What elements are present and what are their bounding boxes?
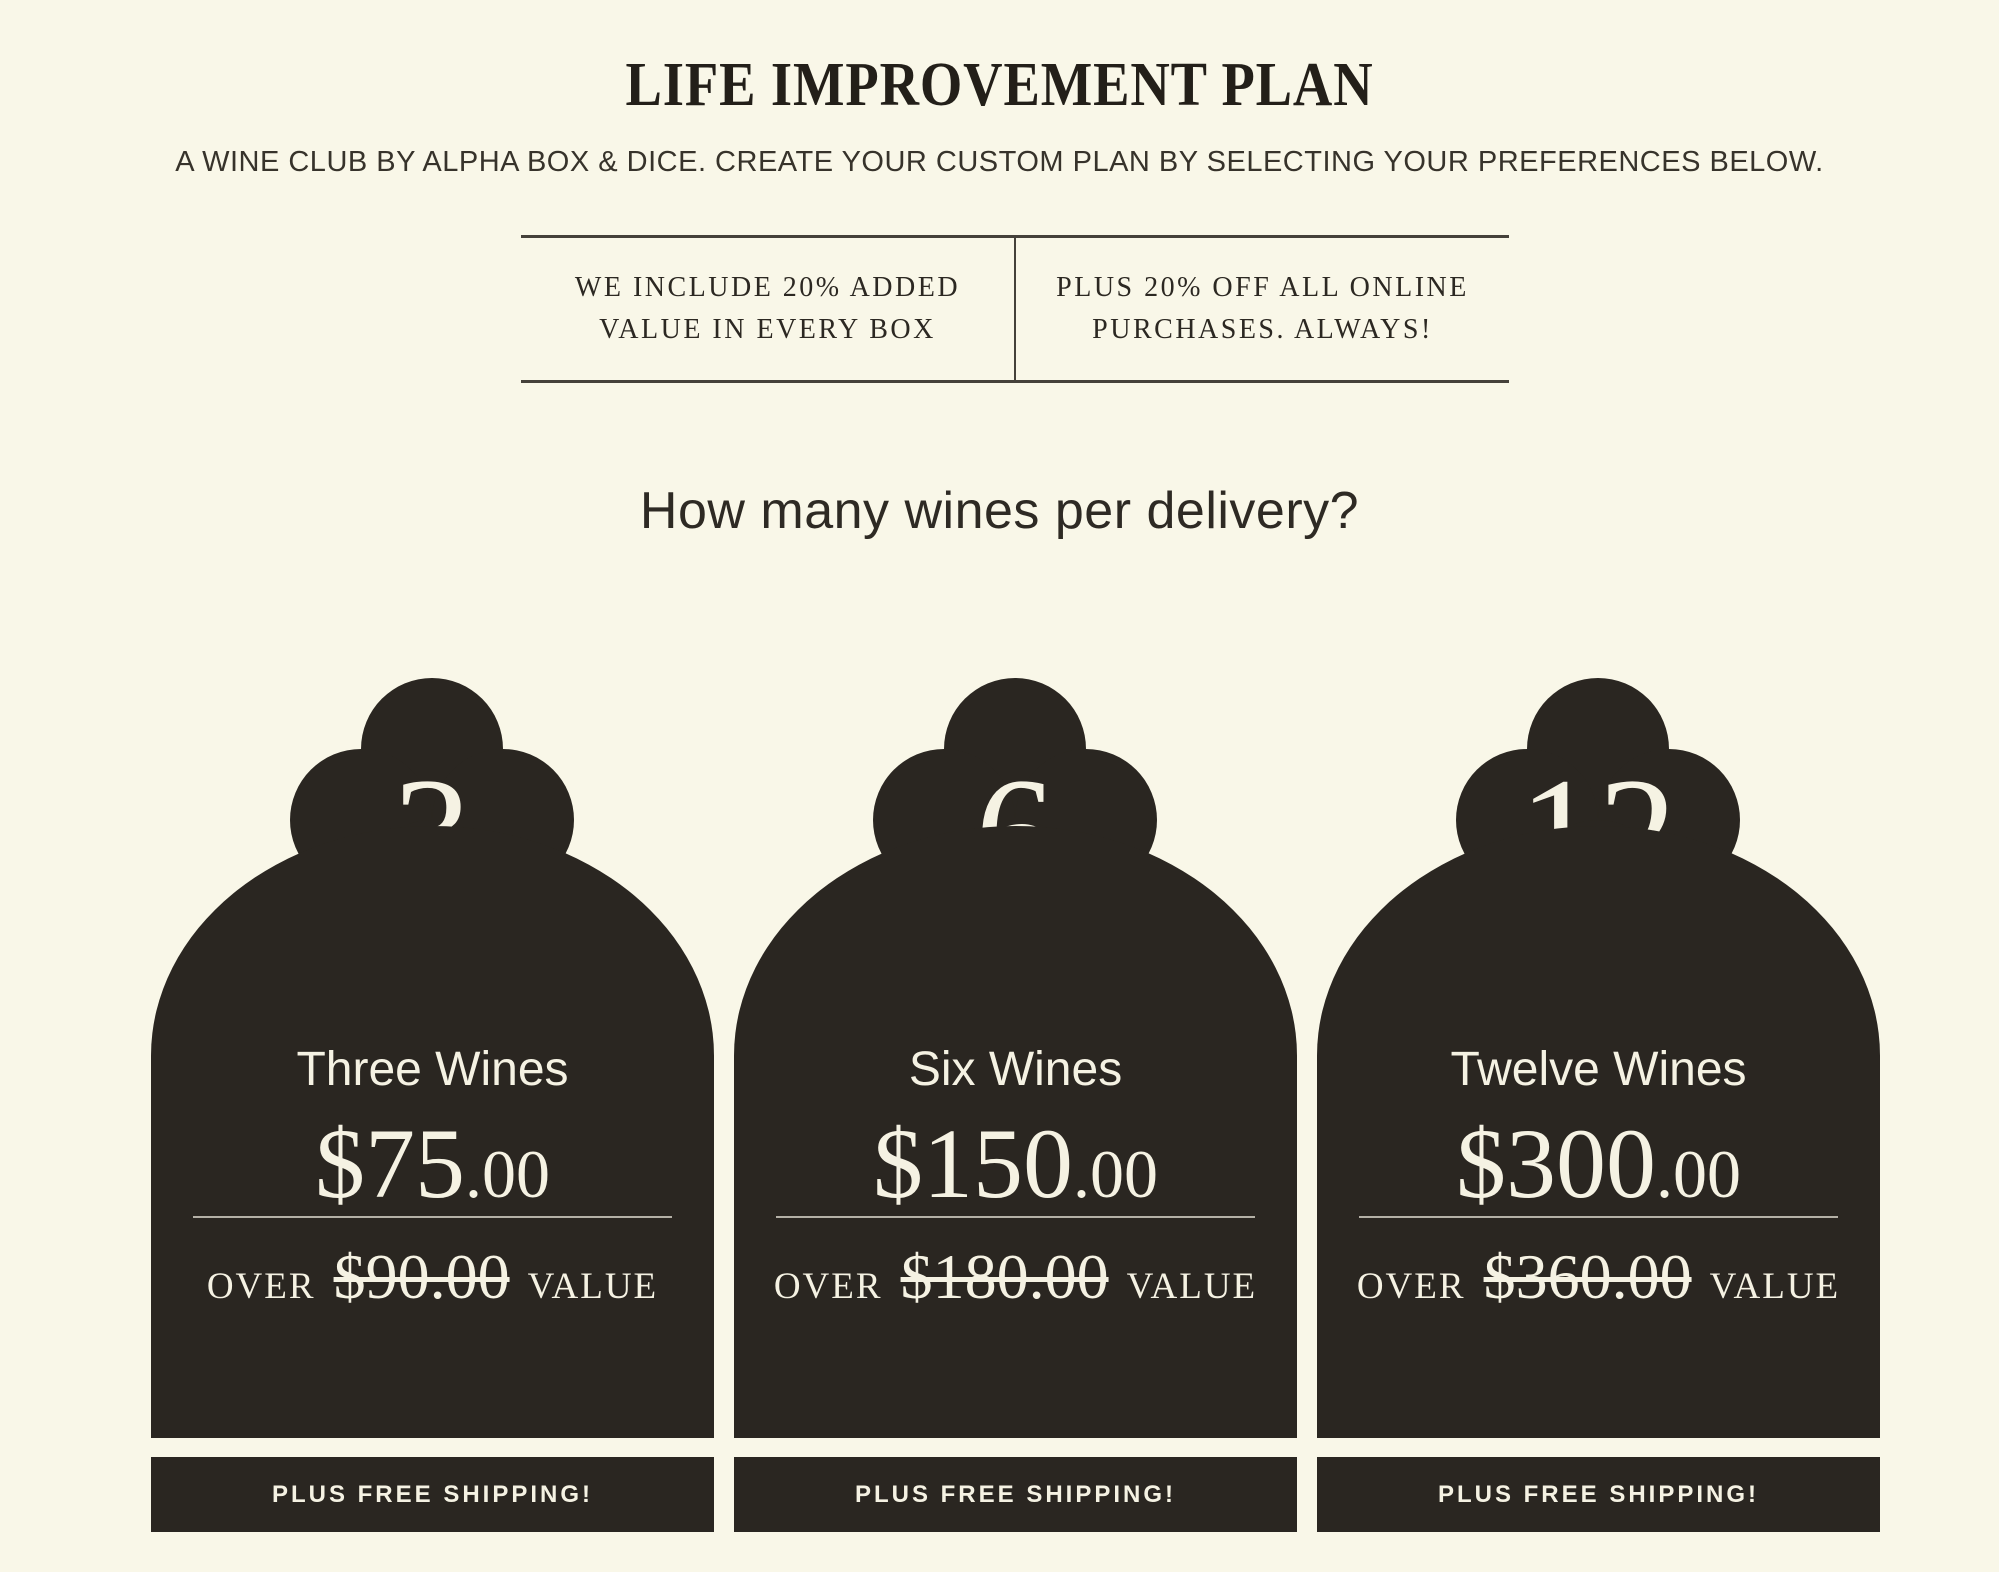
price-cents: .00 [465,1136,550,1212]
plan-price: $150.00 [734,1114,1297,1214]
plan-price: $75.00 [151,1114,714,1214]
divider-line [776,1216,1255,1218]
benefits-table: WE INCLUDE 20% ADDED VALUE IN EVERY BOX … [521,235,1509,383]
plan-name: Twelve Wines [1450,1043,1747,1096]
free-shipping-label: PLUS FREE SHIPPING! [271,1480,594,1508]
value-prefix: OVER [773,1266,883,1307]
divider-line [193,1216,672,1218]
benefit-online-discount: PLUS 20% OFF ALL ONLINE PURCHASES. ALWAY… [1016,238,1509,380]
value-amount-strikethrough: $180.00 [900,1241,1109,1312]
page-title: LIFE IMPROVEMENT PLAN [625,51,1374,119]
benefit-added-value: WE INCLUDE 20% ADDED VALUE IN EVERY BOX [521,238,1016,380]
free-shipping-banner[interactable]: PLUS FREE SHIPPING! [1317,1457,1880,1532]
delivery-question-heading: How many wines per delivery? [639,482,1360,540]
price-dollars: $75 [315,1108,465,1219]
value-prefix: OVER [1356,1266,1466,1307]
value-row: OVER $180.00 VALUE [734,1240,1297,1314]
benefit-online-discount-line1: PLUS 20% OFF ALL ONLINE [1056,272,1469,303]
value-amount-strikethrough: $90.00 [333,1241,510,1312]
free-shipping-label: PLUS FREE SHIPPING! [1437,1480,1760,1508]
plan-name: Three Wines [296,1043,569,1096]
value-prefix: OVER [206,1266,316,1307]
value-suffix: VALUE [1126,1266,1258,1307]
value-amount-strikethrough: $360.00 [1483,1241,1692,1312]
price-dollars: $300 [1456,1108,1656,1219]
value-suffix: VALUE [527,1266,659,1307]
benefit-online-discount-line2: PURCHASES. ALWAYS! [1092,314,1433,345]
free-shipping-label: PLUS FREE SHIPPING! [854,1480,1177,1508]
plan-card-twelve-wines[interactable]: 12 Twelve Wines $300.00 OVER $360.00 VAL… [1317,665,1880,1532]
divider-line [1359,1216,1838,1218]
plan-price: $300.00 [1317,1114,1880,1214]
plan-options-row: 3 Three Wines $75.00 OVER $90.00 VALUE P… [151,665,1880,1532]
price-cents: .00 [1656,1136,1741,1212]
plan-card-six-wines[interactable]: 6 Six Wines $150.00 OVER $180.00 VALUE P… [734,665,1297,1532]
plan-card-body: Twelve Wines $300.00 OVER $360.00 VALUE [1317,826,1880,1438]
value-suffix: VALUE [1709,1266,1841,1307]
free-shipping-banner[interactable]: PLUS FREE SHIPPING! [151,1457,714,1532]
free-shipping-banner[interactable]: PLUS FREE SHIPPING! [734,1457,1297,1532]
plan-card-body: Three Wines $75.00 OVER $90.00 VALUE [151,826,714,1438]
plan-name: Six Wines [908,1043,1123,1096]
benefit-added-value-line1: WE INCLUDE 20% ADDED [574,272,961,303]
value-row: OVER $90.00 VALUE [151,1240,714,1314]
price-dollars: $150 [873,1108,1073,1219]
value-row: OVER $360.00 VALUE [1317,1240,1880,1314]
plan-card-body: Six Wines $150.00 OVER $180.00 VALUE [734,826,1297,1438]
page-subtitle: A WINE CLUB BY ALPHA BOX & DICE. CREATE … [175,146,1824,178]
benefit-added-value-line2: VALUE IN EVERY BOX [599,314,936,345]
plan-card-three-wines[interactable]: 3 Three Wines $75.00 OVER $90.00 VALUE P… [151,665,714,1532]
price-cents: .00 [1073,1136,1158,1212]
